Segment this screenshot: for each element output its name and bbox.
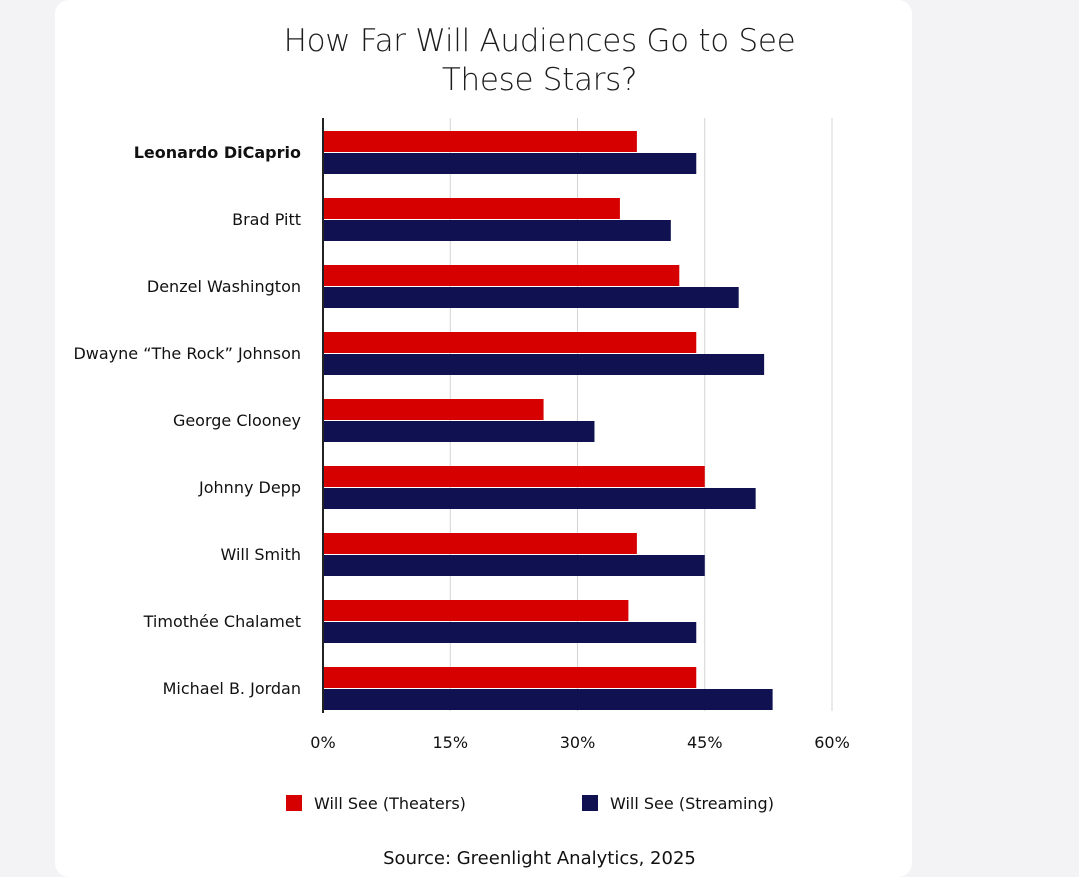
category-label: Denzel Washington [147, 277, 301, 296]
legend-swatch-theaters [286, 795, 302, 811]
category-label: Brad Pitt [232, 210, 301, 229]
x-tick-label: 15% [432, 733, 468, 752]
bar-theaters [323, 198, 620, 219]
x-tick-label: 45% [687, 733, 723, 752]
bar-streaming [323, 555, 705, 576]
source-note: Source: Greenlight Analytics, 2025 [383, 848, 696, 869]
bar-streaming [323, 354, 765, 375]
bar-theaters [323, 332, 697, 353]
x-tick-label: 60% [814, 733, 850, 752]
bar-theaters [323, 533, 637, 554]
legend-item-theaters: Will See (Theaters) [286, 792, 466, 814]
bar-streaming [323, 622, 697, 643]
bar-streaming [323, 689, 773, 710]
legend-swatch-streaming [582, 795, 598, 811]
bar-streaming [323, 421, 595, 442]
bar-streaming [323, 488, 756, 509]
bar-theaters [323, 399, 544, 420]
chart-title-line-1: How Far Will Audiences Go to See [283, 23, 796, 59]
category-label: Timothée Chalamet [143, 612, 301, 631]
category-label: Michael B. Jordan [163, 679, 301, 698]
bar-theaters [323, 466, 705, 487]
chart-title-line-2: These Stars? [441, 62, 638, 98]
bar-streaming [323, 220, 671, 241]
bar-streaming [323, 287, 739, 308]
category-label: Leonardo DiCaprio [134, 143, 301, 162]
legend-label-streaming: Will See (Streaming) [610, 793, 774, 813]
x-tick-label: 0% [310, 733, 335, 752]
bar-theaters [323, 667, 697, 688]
chart-title: How Far Will Audiences Go to See These S… [0, 22, 1079, 100]
bar-theaters [323, 600, 629, 621]
category-label: George Clooney [173, 411, 301, 430]
legend-label-theaters: Will See (Theaters) [314, 793, 466, 813]
category-label: Will Smith [221, 545, 302, 564]
x-tick-label: 30% [560, 733, 596, 752]
bar-theaters [323, 265, 680, 286]
bar-theaters [323, 131, 637, 152]
category-label: Dwayne “The Rock” Johnson [73, 344, 301, 363]
bar-streaming [323, 153, 697, 174]
category-label: Johnny Depp [198, 478, 301, 497]
legend-item-streaming: Will See (Streaming) [582, 792, 774, 814]
